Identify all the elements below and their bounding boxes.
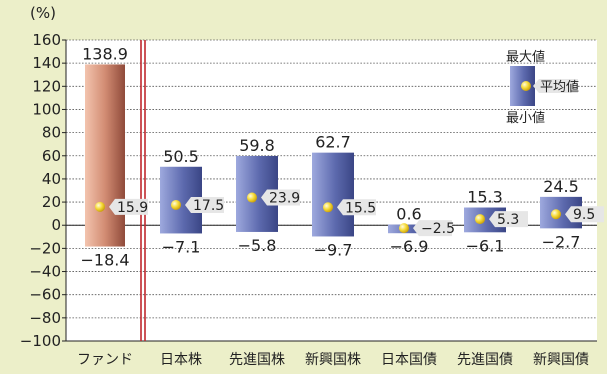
y-tick-label: 0 [51, 216, 61, 234]
legend-avg-label: 平均値 [540, 79, 579, 95]
y-tick-label: 60 [42, 147, 61, 165]
legend-avg-marker [521, 81, 531, 91]
avg-value-label: 23.9 [269, 191, 300, 207]
category-label: ファンド [77, 352, 133, 368]
min-value-label: −6.1 [466, 236, 505, 255]
category-label: 新興国債 [533, 352, 589, 368]
category-label: 日本国債 [381, 352, 437, 368]
min-value-label: −18.4 [80, 251, 129, 270]
legend-max-label: 最大値 [506, 49, 545, 65]
legend-min-label: 最小値 [506, 110, 545, 126]
avg-value-label: 15.5 [345, 200, 376, 216]
y-tick-label: 120 [32, 77, 61, 95]
avg-marker [323, 202, 333, 213]
category-label: 先進国株 [229, 352, 285, 368]
y-tick-label: 40 [42, 170, 61, 188]
category-label: 先進国債 [457, 352, 513, 368]
avg-tag [413, 220, 452, 237]
max-value-label: 24.5 [543, 177, 579, 196]
avg-marker [247, 192, 257, 203]
range-bar-4 [388, 224, 430, 234]
min-value-label: −5.8 [238, 236, 277, 255]
avg-tag [109, 198, 148, 215]
avg-value-label: 17.5 [193, 198, 224, 214]
min-value-label: −2.7 [542, 232, 581, 251]
y-tick-label: −20 [29, 239, 61, 257]
max-value-label: 15.3 [467, 188, 503, 207]
y-tick-label: −80 [29, 309, 61, 327]
avg-tag [337, 199, 376, 216]
legend: 平均値 最大値 最小値 [506, 49, 579, 126]
y-tick-label: 100 [32, 100, 61, 118]
category-label: 新興国株 [305, 352, 361, 368]
legend-avg-tag [533, 79, 578, 93]
avg-value-label: 5.3 [497, 212, 519, 228]
y-tick-label: −100 [20, 332, 61, 350]
avg-tag [185, 196, 224, 213]
avg-marker [475, 214, 485, 225]
min-value-label: −9.7 [314, 240, 353, 259]
y-tick-label: 160 [32, 31, 61, 49]
max-value-label: 50.5 [163, 147, 199, 166]
min-value-label: −6.9 [390, 237, 429, 256]
avg-marker [171, 199, 181, 210]
avg-tag [565, 206, 604, 223]
avg-value-label: −2.5 [421, 221, 455, 237]
min-value-label: −7.1 [162, 237, 201, 256]
range-bar-0 [85, 64, 125, 247]
max-value-label: 0.6 [396, 205, 421, 224]
y-tick-label: 140 [32, 54, 61, 72]
avg-tag [489, 211, 528, 228]
y-tick-label: 80 [42, 124, 61, 142]
y-axis-unit-label: (%) [30, 4, 56, 22]
max-value-label: 62.7 [315, 133, 351, 152]
avg-value-label: 9.5 [573, 207, 595, 223]
range-bar-3 [312, 152, 354, 237]
avg-marker [399, 223, 409, 234]
y-tick-label: −60 [29, 286, 61, 304]
max-value-label: 138.9 [82, 44, 128, 63]
y-tick-label: 20 [42, 193, 61, 211]
avg-tag [261, 189, 300, 206]
avg-marker [95, 201, 105, 212]
category-label: 日本株 [160, 352, 202, 368]
max-value-label: 59.8 [239, 136, 275, 155]
avg-marker [551, 209, 561, 220]
y-tick-label: −40 [29, 263, 61, 281]
avg-value-label: 15.9 [117, 200, 148, 216]
